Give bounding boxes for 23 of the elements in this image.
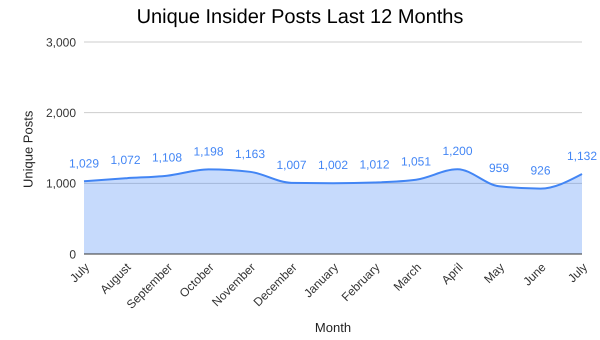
data-label: 926 (530, 164, 551, 178)
y-tick-label: 3,000 (46, 35, 76, 50)
data-label: 1,002 (318, 158, 348, 172)
data-label: 1,072 (110, 153, 141, 168)
y-tick-label: 0 (69, 247, 76, 262)
data-label: 1,029 (68, 156, 100, 170)
data-label: 1,012 (359, 157, 390, 172)
data-label: 1,007 (276, 158, 307, 172)
data-label: 1,132 (566, 149, 598, 164)
y-tick-label: 1,000 (46, 176, 76, 191)
data-label: 1,108 (152, 150, 182, 165)
x-tick-label: July (565, 260, 590, 286)
y-axis-title: Unique Posts (20, 110, 36, 188)
x-tick-label: May (481, 260, 508, 286)
y-tick-label: 2,000 (46, 106, 76, 120)
data-label: 1,163 (234, 146, 266, 161)
data-label: 1,051 (400, 154, 432, 169)
chart-title: Unique Insider Posts Last 12 Months (136, 6, 464, 29)
data-label: 1,200 (442, 144, 473, 158)
x-tick-label: July (67, 260, 92, 286)
x-axis-title: Month (314, 320, 352, 335)
data-label: 1,198 (193, 144, 224, 158)
data-label: 959 (488, 161, 510, 176)
